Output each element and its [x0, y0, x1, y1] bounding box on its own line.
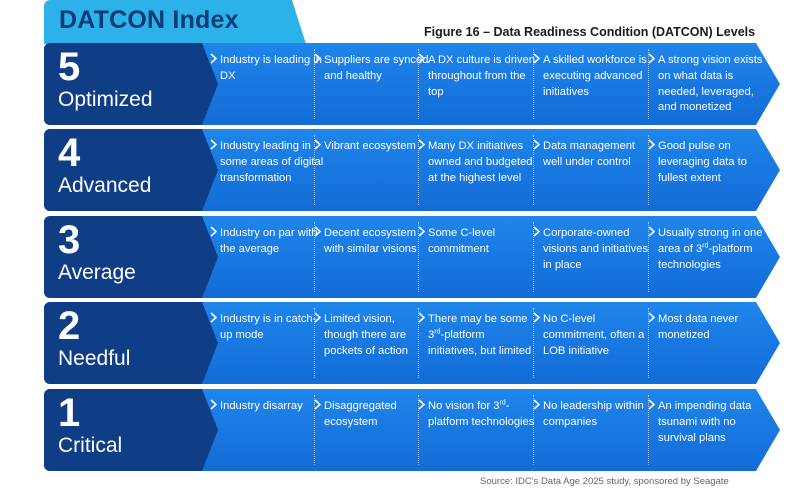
level-row: 4 Advanced Industry leading in some areas … [44, 129, 780, 211]
level-cell: Industry disarray [220, 400, 303, 412]
level-name: Advanced [58, 174, 152, 197]
chevron-right-icon [314, 139, 321, 150]
level-cell: Vibrant ecosystem [324, 140, 416, 152]
chevron-right-icon [314, 399, 321, 410]
column-divider [418, 135, 419, 205]
level-cell: No leadership within companies [543, 400, 644, 428]
column-divider [314, 395, 315, 465]
column-divider [533, 49, 534, 119]
level-cell: Limited vision, though there are pockets… [324, 313, 408, 357]
level-row: 1 Critical Industry disarray Disaggregated … [44, 389, 780, 471]
tab-title: DATCON Index [59, 6, 239, 34]
level-cell: Industry leading in some areas of digita… [220, 140, 324, 184]
level-cell: Some C-level commitment [428, 227, 496, 255]
column-divider [418, 222, 419, 292]
level-badge [44, 129, 218, 211]
chevron-right-icon [418, 399, 425, 410]
chevron-right-icon [648, 139, 655, 150]
level-badge [44, 43, 218, 125]
level-cell: Industry is in catch-up mode [220, 313, 317, 341]
chevron-right-icon [210, 53, 217, 64]
chevron-right-icon [418, 312, 425, 323]
level-cell: A skilled workforce is executing advance… [543, 54, 647, 98]
chevron-right-icon [648, 226, 655, 237]
column-divider [648, 135, 649, 205]
level-cell: No C-level commitment, often a LOB initi… [543, 313, 645, 357]
level-cell: Most data never monetized [658, 313, 739, 341]
chevron-right-icon [648, 53, 655, 64]
chevron-right-icon [314, 226, 321, 237]
chevron-right-icon [314, 53, 321, 64]
column-divider [533, 395, 534, 465]
level-cell: No vision for 3rd-platform technologies [428, 399, 535, 428]
level-number: 5 [58, 45, 81, 89]
chevron-right-icon [210, 139, 217, 150]
level-cell: Industry on par with the average [220, 227, 318, 255]
level-cell: Decent ecosystem with similar visions [324, 227, 417, 255]
level-cell: Good pulse on leveraging data to fullest… [658, 140, 747, 184]
column-divider [418, 49, 419, 119]
column-divider [418, 395, 419, 465]
level-badge [44, 302, 218, 384]
column-divider [314, 222, 315, 292]
level-cell: Usually strong in one area of 3rd-platfo… [658, 227, 763, 271]
level-cell: Many DX initiatives owned and budgeted a… [428, 140, 533, 184]
chevron-right-icon [648, 312, 655, 323]
column-divider [648, 395, 649, 465]
level-row: 3 Average Industry on par with the average… [44, 216, 780, 298]
chevron-right-icon [418, 226, 425, 237]
column-divider [314, 135, 315, 205]
level-cell: A DX culture is driven throughout from t… [428, 54, 535, 98]
level-number: 2 [58, 304, 81, 348]
chevron-right-icon [648, 399, 655, 410]
column-divider [648, 308, 649, 378]
column-divider [648, 222, 649, 292]
chevron-right-icon [533, 226, 540, 237]
level-cell: A strong vision exists on what data is n… [658, 54, 763, 114]
chevron-right-icon [533, 312, 540, 323]
source-note: Source: IDC's Data Age 2025 study, spons… [480, 476, 729, 487]
chevron-right-icon [533, 399, 540, 410]
figure-title: Figure 16 – Data Readiness Condition (DA… [424, 25, 756, 39]
level-number: 3 [58, 218, 81, 262]
column-divider [533, 222, 534, 292]
chevron-right-icon [418, 53, 425, 64]
chevron-right-icon [533, 139, 540, 150]
level-badge [44, 389, 218, 471]
level-cell: Corporate-owned visions and initiatives … [543, 227, 649, 271]
level-number: 1 [58, 391, 81, 435]
chevron-right-icon [210, 399, 217, 410]
level-row: 5 Optimized Industry is leading in DX Suppl… [44, 43, 780, 125]
column-divider [533, 135, 534, 205]
level-cell: There may be some 3rd-platform initiativ… [428, 313, 532, 357]
column-divider [418, 308, 419, 378]
level-name: Needful [58, 347, 131, 370]
chevron-right-icon [314, 312, 321, 323]
level-row: 2 Needful Industry is in catch-up mode Limi… [44, 302, 780, 384]
chevron-right-icon [210, 312, 217, 323]
level-name: Optimized [58, 88, 153, 111]
level-number: 4 [58, 131, 81, 175]
column-divider [314, 308, 315, 378]
level-cell: Disaggregated ecosystem [324, 400, 397, 428]
level-cell: Suppliers are synced and healthy [324, 54, 429, 82]
level-name: Average [58, 261, 136, 284]
level-badge [44, 216, 218, 298]
chevron-right-icon [533, 53, 540, 64]
header-tab [44, 0, 306, 44]
column-divider [648, 49, 649, 119]
chevron-right-icon [210, 226, 217, 237]
chevron-right-icon [418, 139, 425, 150]
column-divider [314, 49, 315, 119]
level-cell: Data management well under control [543, 140, 636, 168]
level-cell: An impending data tsunami with no surviv… [658, 400, 752, 444]
level-name: Critical [58, 434, 123, 457]
column-divider [533, 308, 534, 378]
level-cell: Industry is leading in DX [220, 54, 322, 82]
